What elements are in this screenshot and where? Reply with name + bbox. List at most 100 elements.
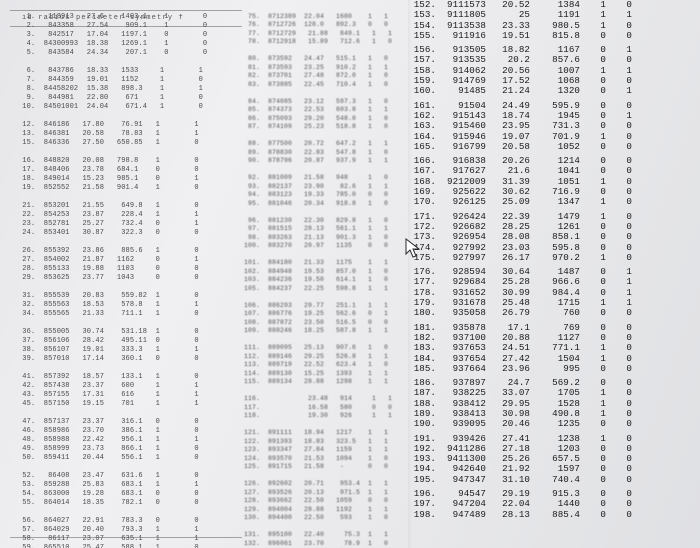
table-cell: 1	[584, 177, 610, 187]
table-cell: 1	[584, 66, 610, 76]
table-row: 155.91191619.51815.800	[410, 31, 636, 41]
table-cell: 0	[610, 31, 636, 41]
table-cell: 0	[610, 156, 636, 166]
table-cell: 0	[610, 399, 636, 409]
table-cell: 0	[584, 101, 610, 111]
table-row: 165.91679920.58105200	[410, 142, 636, 152]
table-cell: 0	[584, 121, 610, 131]
table-cell: 0	[610, 55, 636, 65]
table-cell: 26.17	[490, 253, 534, 263]
table-cell: 0	[610, 253, 636, 263]
rule-top	[10, 10, 242, 11]
table-cell: 173.	[410, 232, 438, 242]
table-cell: 0	[584, 378, 610, 388]
table-row: 195.94734731.10740.400	[410, 475, 636, 485]
table-cell: 175.	[410, 253, 438, 263]
table-cell: 0	[610, 21, 636, 31]
table-cell: 0	[584, 288, 610, 298]
table-cell: 190.	[410, 419, 438, 429]
table-cell: 1	[584, 354, 610, 364]
table-cell: 0	[610, 419, 636, 429]
table-cell: 1	[584, 298, 610, 308]
table-cell: 0	[610, 187, 636, 197]
table-cell: 0	[610, 222, 636, 232]
table-cell: 0	[610, 510, 636, 520]
table-cell: 0	[610, 101, 636, 111]
table-cell: 0	[610, 212, 636, 222]
table-cell: 1347	[534, 197, 584, 207]
table-cell: 0	[610, 132, 636, 142]
table-cell: 0	[610, 444, 636, 454]
table-cell: 26.79	[490, 308, 534, 318]
table-cell: 0	[610, 166, 636, 176]
table-cell: 0	[584, 267, 610, 277]
table-cell: 939095	[438, 419, 490, 429]
table-cell: 0	[584, 156, 610, 166]
table-cell: 0	[610, 308, 636, 318]
table-cell: 970.2	[534, 253, 584, 263]
table-cell: 0	[584, 222, 610, 232]
table-cell: 28.08	[490, 232, 534, 242]
right-sharp-column: 152.911157320.52138410153.91118052511911…	[410, 0, 700, 548]
table-cell: 0	[610, 464, 636, 474]
table-cell: 760	[534, 308, 584, 318]
table-cell: 0	[610, 409, 636, 419]
table-row: 198.94748928.13885.400	[410, 510, 636, 520]
table-cell: 0	[584, 142, 610, 152]
table-cell: 0	[610, 76, 636, 86]
table-cell: 1	[584, 10, 610, 20]
table-cell: 155.	[410, 31, 438, 41]
table-cell: 1	[610, 288, 636, 298]
table-row: 185.93766423.9699500	[410, 364, 636, 374]
table-cell: 160.	[410, 86, 438, 96]
table-cell: 0	[584, 243, 610, 253]
table-cell: 0	[610, 333, 636, 343]
table-cell: 0	[610, 197, 636, 207]
table-cell: 1320	[534, 86, 584, 96]
table-cell: 0	[584, 333, 610, 343]
table-row: 190.93909520.46123500	[410, 419, 636, 429]
table-cell: 1	[610, 298, 636, 308]
table-cell: 0	[610, 475, 636, 485]
table-cell: 0	[610, 388, 636, 398]
table-cell: 0	[584, 454, 610, 464]
table-cell: 0	[610, 232, 636, 242]
table-cell: 0	[610, 434, 636, 444]
table-cell: 195.	[410, 475, 438, 485]
table-cell: 911916	[438, 31, 490, 41]
table-cell: 23.96	[490, 364, 534, 374]
table-cell: 947489	[438, 510, 490, 520]
table-cell: 0	[584, 499, 610, 509]
table-cell: 937653	[438, 343, 490, 353]
table-cell: 1	[584, 434, 610, 444]
table-cell: 0	[584, 76, 610, 86]
table-cell: 0	[584, 444, 610, 454]
table-cell: 0	[610, 177, 636, 187]
table-row: 180.93505826.7976000	[410, 308, 636, 318]
table-cell: 947347	[438, 475, 490, 485]
table-cell: 0	[584, 419, 610, 429]
table-cell: 1	[610, 86, 636, 96]
table-cell: 21.24	[490, 86, 534, 96]
table-cell: 25.09	[490, 197, 534, 207]
table-cell: 1	[610, 66, 636, 76]
table-cell: 0	[584, 166, 610, 176]
table-row: 173.92695428.08858.100	[410, 232, 636, 242]
table-cell: 0	[610, 243, 636, 253]
table-cell: 20.58	[490, 142, 534, 152]
table-cell: 926954	[438, 232, 490, 242]
table-cell: 91485	[438, 86, 490, 96]
table-cell: 1235	[534, 419, 584, 429]
table-cell: 916799	[438, 142, 490, 152]
table-cell: 24.51	[490, 343, 534, 353]
table-cell: 165.	[410, 142, 438, 152]
table-cell: 0	[584, 308, 610, 318]
table-row: 175.92799726.17970.210	[410, 253, 636, 263]
table-cell: 0	[584, 510, 610, 520]
table-cell: 1	[610, 277, 636, 287]
table-cell: 0	[610, 121, 636, 131]
table-cell: 1	[584, 399, 610, 409]
table-cell: 1	[584, 132, 610, 142]
table-cell: 0	[584, 323, 610, 333]
table-cell: 1052	[534, 142, 584, 152]
